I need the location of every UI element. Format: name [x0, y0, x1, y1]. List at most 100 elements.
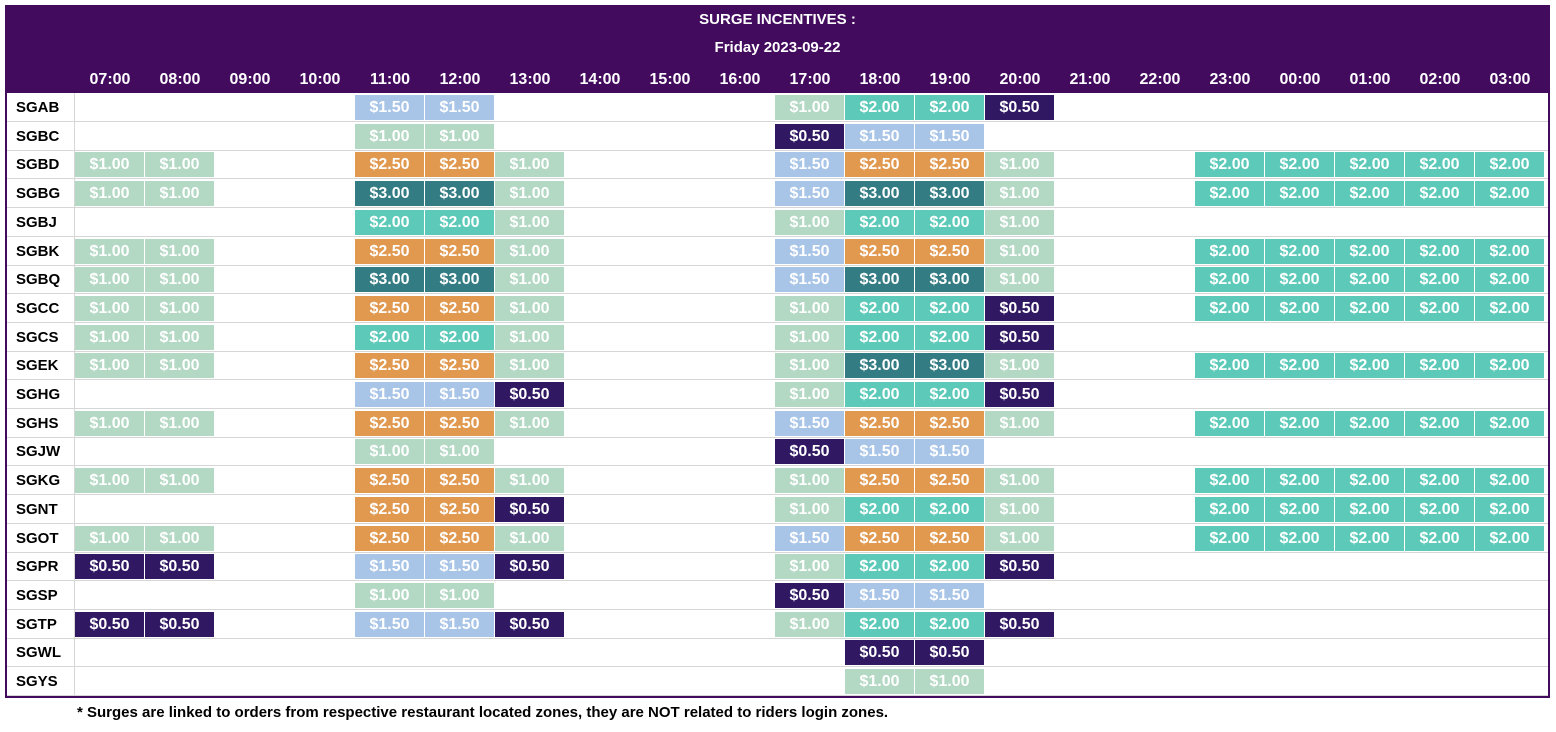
surge-cell: $1.00 [985, 525, 1055, 551]
surge-cell: $2.00 [1265, 353, 1335, 379]
table-row: SGHG $1.50 $1.50 $0.50 $1.00 $2.00 $2.00 $0.50 [7, 380, 1548, 409]
surge-cell: $1.00 [775, 496, 845, 522]
surge-cell: $2.50 [425, 238, 495, 264]
hour-header: 07:00 [89, 71, 131, 88]
surge-cell: $0.50 [75, 611, 145, 637]
surge-cell: $1.00 [145, 410, 215, 436]
surge-cell: $1.00 [75, 324, 145, 350]
surge-cell: $1.50 [775, 410, 845, 436]
zone-label: SGYS [7, 667, 75, 696]
surge-cell: $0.50 [75, 554, 145, 580]
hour-header: 18:00 [859, 71, 901, 88]
surge-cell: $3.00 [915, 353, 985, 379]
surge-cell: $1.50 [915, 123, 985, 149]
zone-label: SGBQ [7, 265, 75, 295]
surge-cell: $1.00 [775, 324, 845, 350]
surge-cell: $2.00 [1195, 181, 1265, 207]
zone-label: SGTP [7, 609, 75, 639]
table-row: SGSP $1.00 $1.00 $0.50 $1.50 $1.50 [7, 580, 1548, 610]
surge-cell: $1.50 [915, 582, 985, 608]
row-divider [7, 207, 1548, 209]
surge-cell: $2.00 [1195, 410, 1265, 436]
surge-cell: $0.50 [985, 382, 1055, 407]
surge-cell: $2.00 [1265, 152, 1335, 178]
surge-cell: $1.00 [985, 238, 1055, 264]
row-divider [7, 408, 1548, 409]
surge-cell: $2.00 [915, 324, 985, 350]
hour-header: 13:00 [509, 71, 551, 88]
surge-cell: $1.50 [845, 582, 915, 608]
surge-cell: $1.00 [145, 525, 215, 551]
surge-cell: $1.00 [985, 152, 1055, 178]
surge-cell: $0.50 [985, 324, 1055, 350]
surge-cell: $2.00 [915, 295, 985, 321]
surge-cell: $1.50 [425, 95, 495, 120]
surge-cell: $3.00 [355, 267, 425, 293]
zone-label: SGBJ [7, 207, 75, 237]
surge-cell: $1.50 [425, 554, 495, 580]
hour-header: 00:00 [1279, 71, 1321, 88]
hour-header: 17:00 [789, 71, 831, 88]
table-row: SGCS $1.00 $1.00 $2.00 $2.00 $1.00 $1.00 $2.00 $… [7, 322, 1548, 352]
table-row: SGBK $1.00 $1.00 $2.50 $2.50 $1.00 $1.50 $2.50 $… [7, 236, 1548, 266]
surge-cell: $0.50 [145, 611, 215, 637]
surge-cell: $2.50 [355, 295, 425, 321]
surge-cell: $1.00 [495, 209, 565, 235]
surge-cell: $2.00 [1265, 267, 1335, 293]
table-row: SGCC $1.00 $1.00 $2.50 $2.50 $1.00 $1.00 $2.00 $… [7, 293, 1548, 323]
surge-incentives-table: SURGE INCENTIVES : Friday 2023-09-22 07:… [5, 5, 1550, 698]
hour-header: 11:00 [369, 71, 411, 88]
surge-cell: $1.00 [985, 209, 1055, 235]
surge-cell: $0.50 [985, 554, 1055, 580]
table-row: SGYS $1.00 $1.00 [7, 667, 1548, 696]
surge-cell: $2.00 [1335, 267, 1405, 293]
zone-label: SGCS [7, 322, 75, 352]
table-header: SURGE INCENTIVES : Friday 2023-09-22 07:… [7, 7, 1548, 93]
surge-cell: $2.00 [1335, 496, 1405, 522]
zone-label: SGCC [7, 293, 75, 323]
surge-cell: $0.50 [985, 611, 1055, 637]
table-row: SGOT $1.00 $1.00 $2.50 $2.50 $1.00 $1.50 $2.50 $… [7, 523, 1548, 553]
surge-cell: $2.00 [1405, 353, 1475, 379]
zone-label: SGJW [7, 437, 75, 467]
surge-cell: $2.50 [845, 152, 915, 178]
surge-cell: $1.00 [775, 209, 845, 235]
surge-cell: $1.00 [75, 410, 145, 436]
hour-header: 21:00 [1069, 71, 1111, 88]
surge-cell: $1.50 [775, 152, 845, 178]
row-divider [7, 436, 1548, 438]
surge-cell: $3.00 [845, 181, 915, 207]
surge-cell: $1.00 [145, 267, 215, 293]
surge-cell: $2.00 [1475, 410, 1545, 436]
surge-cell: $2.00 [1475, 152, 1545, 178]
table-row: SGBD $1.00 $1.00 $2.50 $2.50 $1.00 $1.50 $2.50 $… [7, 150, 1548, 180]
surge-cell: $1.50 [775, 267, 845, 293]
surge-cell: $2.50 [845, 525, 915, 551]
surge-cell: $2.00 [1195, 152, 1265, 178]
surge-cell: $1.00 [985, 468, 1055, 494]
surge-cell: $2.50 [355, 525, 425, 551]
surge-cell: $3.00 [425, 181, 495, 207]
surge-cell: $2.00 [425, 324, 495, 350]
surge-cell: $1.00 [145, 468, 215, 494]
surge-cell: $2.50 [425, 468, 495, 494]
surge-cell: $1.50 [355, 382, 425, 407]
surge-cell: $0.50 [495, 611, 565, 637]
surge-cell: $2.00 [1195, 525, 1265, 551]
surge-cell: $2.50 [355, 468, 425, 494]
table-row: SGJW $1.00 $1.00 $0.50 $1.50 $1.50 [7, 437, 1548, 467]
surge-cell: $2.00 [1475, 238, 1545, 264]
row-divider [7, 293, 1548, 295]
surge-cell: $3.00 [355, 181, 425, 207]
surge-cell: $2.00 [1195, 267, 1265, 293]
surge-cell: $2.00 [1195, 496, 1265, 522]
table-row: SGEK $1.00 $1.00 $2.50 $2.50 $1.00 $1.00 $3.00 $… [7, 351, 1548, 381]
surge-cell: $1.50 [355, 611, 425, 637]
surge-cell: $1.00 [75, 295, 145, 321]
surge-cell: $2.00 [1335, 525, 1405, 551]
row-divider [7, 608, 1548, 610]
row-divider [7, 522, 1548, 524]
surge-cell: $2.00 [355, 324, 425, 350]
surge-grid: SGAB $1.50 $1.50 $1.00 $2.00 $2.00 $0.50 SGBC $1… [7, 93, 1548, 696]
surge-cell: $1.00 [495, 324, 565, 350]
